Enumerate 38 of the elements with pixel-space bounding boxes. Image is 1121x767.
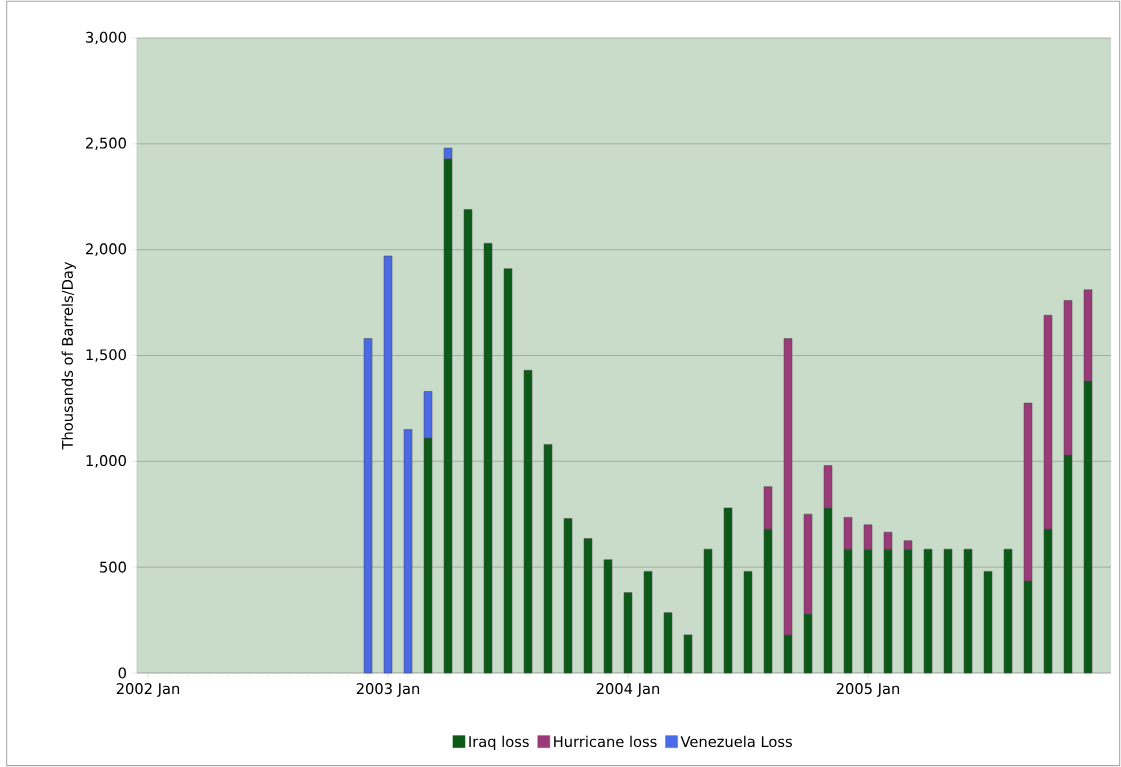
bar xyxy=(663,612,673,674)
bar xyxy=(363,338,373,674)
bar xyxy=(383,255,393,674)
bar xyxy=(703,548,713,674)
bar xyxy=(743,571,753,674)
y-tick-label: 1,500 xyxy=(86,349,126,362)
y-tick-label: 500 xyxy=(100,561,126,573)
bar xyxy=(563,518,573,674)
bar xyxy=(723,507,733,674)
y-tick-label: 3,000 xyxy=(86,31,126,45)
y-tick-label: 0 xyxy=(118,667,126,679)
bar xyxy=(403,429,413,674)
bar xyxy=(623,592,633,674)
bar xyxy=(603,559,613,674)
x-tick-label: 2005 Jan xyxy=(836,683,900,697)
y-tick-label: 2,500 xyxy=(86,137,126,151)
bar xyxy=(483,243,493,674)
bar xyxy=(643,571,653,674)
bar xyxy=(963,548,973,674)
bar xyxy=(983,571,993,674)
bar xyxy=(463,209,473,674)
bar xyxy=(523,370,533,674)
legend-label: Iraq loss xyxy=(469,735,529,750)
x-tick-label: 2004 Jan xyxy=(596,683,660,697)
bar xyxy=(503,268,513,674)
legend-label: Venezuela Loss xyxy=(680,735,792,748)
bar xyxy=(683,634,693,674)
x-tick-label: 2003 Jan xyxy=(356,683,420,697)
bar xyxy=(1003,548,1013,674)
bar xyxy=(543,444,553,674)
legend-label: Hurricane loss xyxy=(554,735,657,748)
y-tick-label: 2,000 xyxy=(86,243,126,256)
bar xyxy=(943,548,953,674)
bar xyxy=(583,538,593,674)
y-tick-label: 1,000 xyxy=(86,455,126,468)
y-axis-title: Thousands of Barrels/Day xyxy=(61,261,76,450)
bar xyxy=(923,548,933,674)
x-tick-label: 2002 Jan xyxy=(116,683,180,697)
